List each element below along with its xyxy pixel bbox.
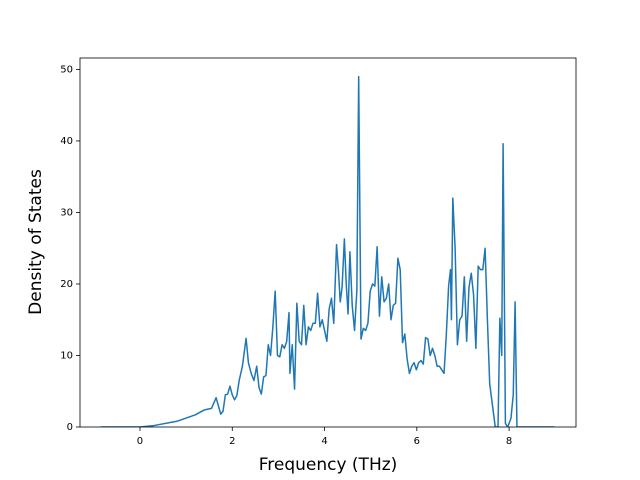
y-tick-label: 30 [60,207,73,218]
y-tick-label: 40 [60,136,73,147]
y-tick-label: 50 [60,64,73,75]
x-tick-label: 0 [137,436,143,447]
x-tick-label: 4 [321,436,327,447]
y-axis-label: Density of States [26,169,46,315]
x-tick-label: 2 [229,436,235,447]
y-tick-label: 20 [60,279,73,290]
y-tick-label: 0 [67,422,73,433]
y-tick-label: 10 [60,350,73,361]
x-tick-label: 6 [414,436,420,447]
x-tick-label: 8 [506,436,512,447]
plot-frame [79,57,577,428]
data-line [100,75,555,427]
x-axis-label: Frequency (THz) [259,455,398,475]
